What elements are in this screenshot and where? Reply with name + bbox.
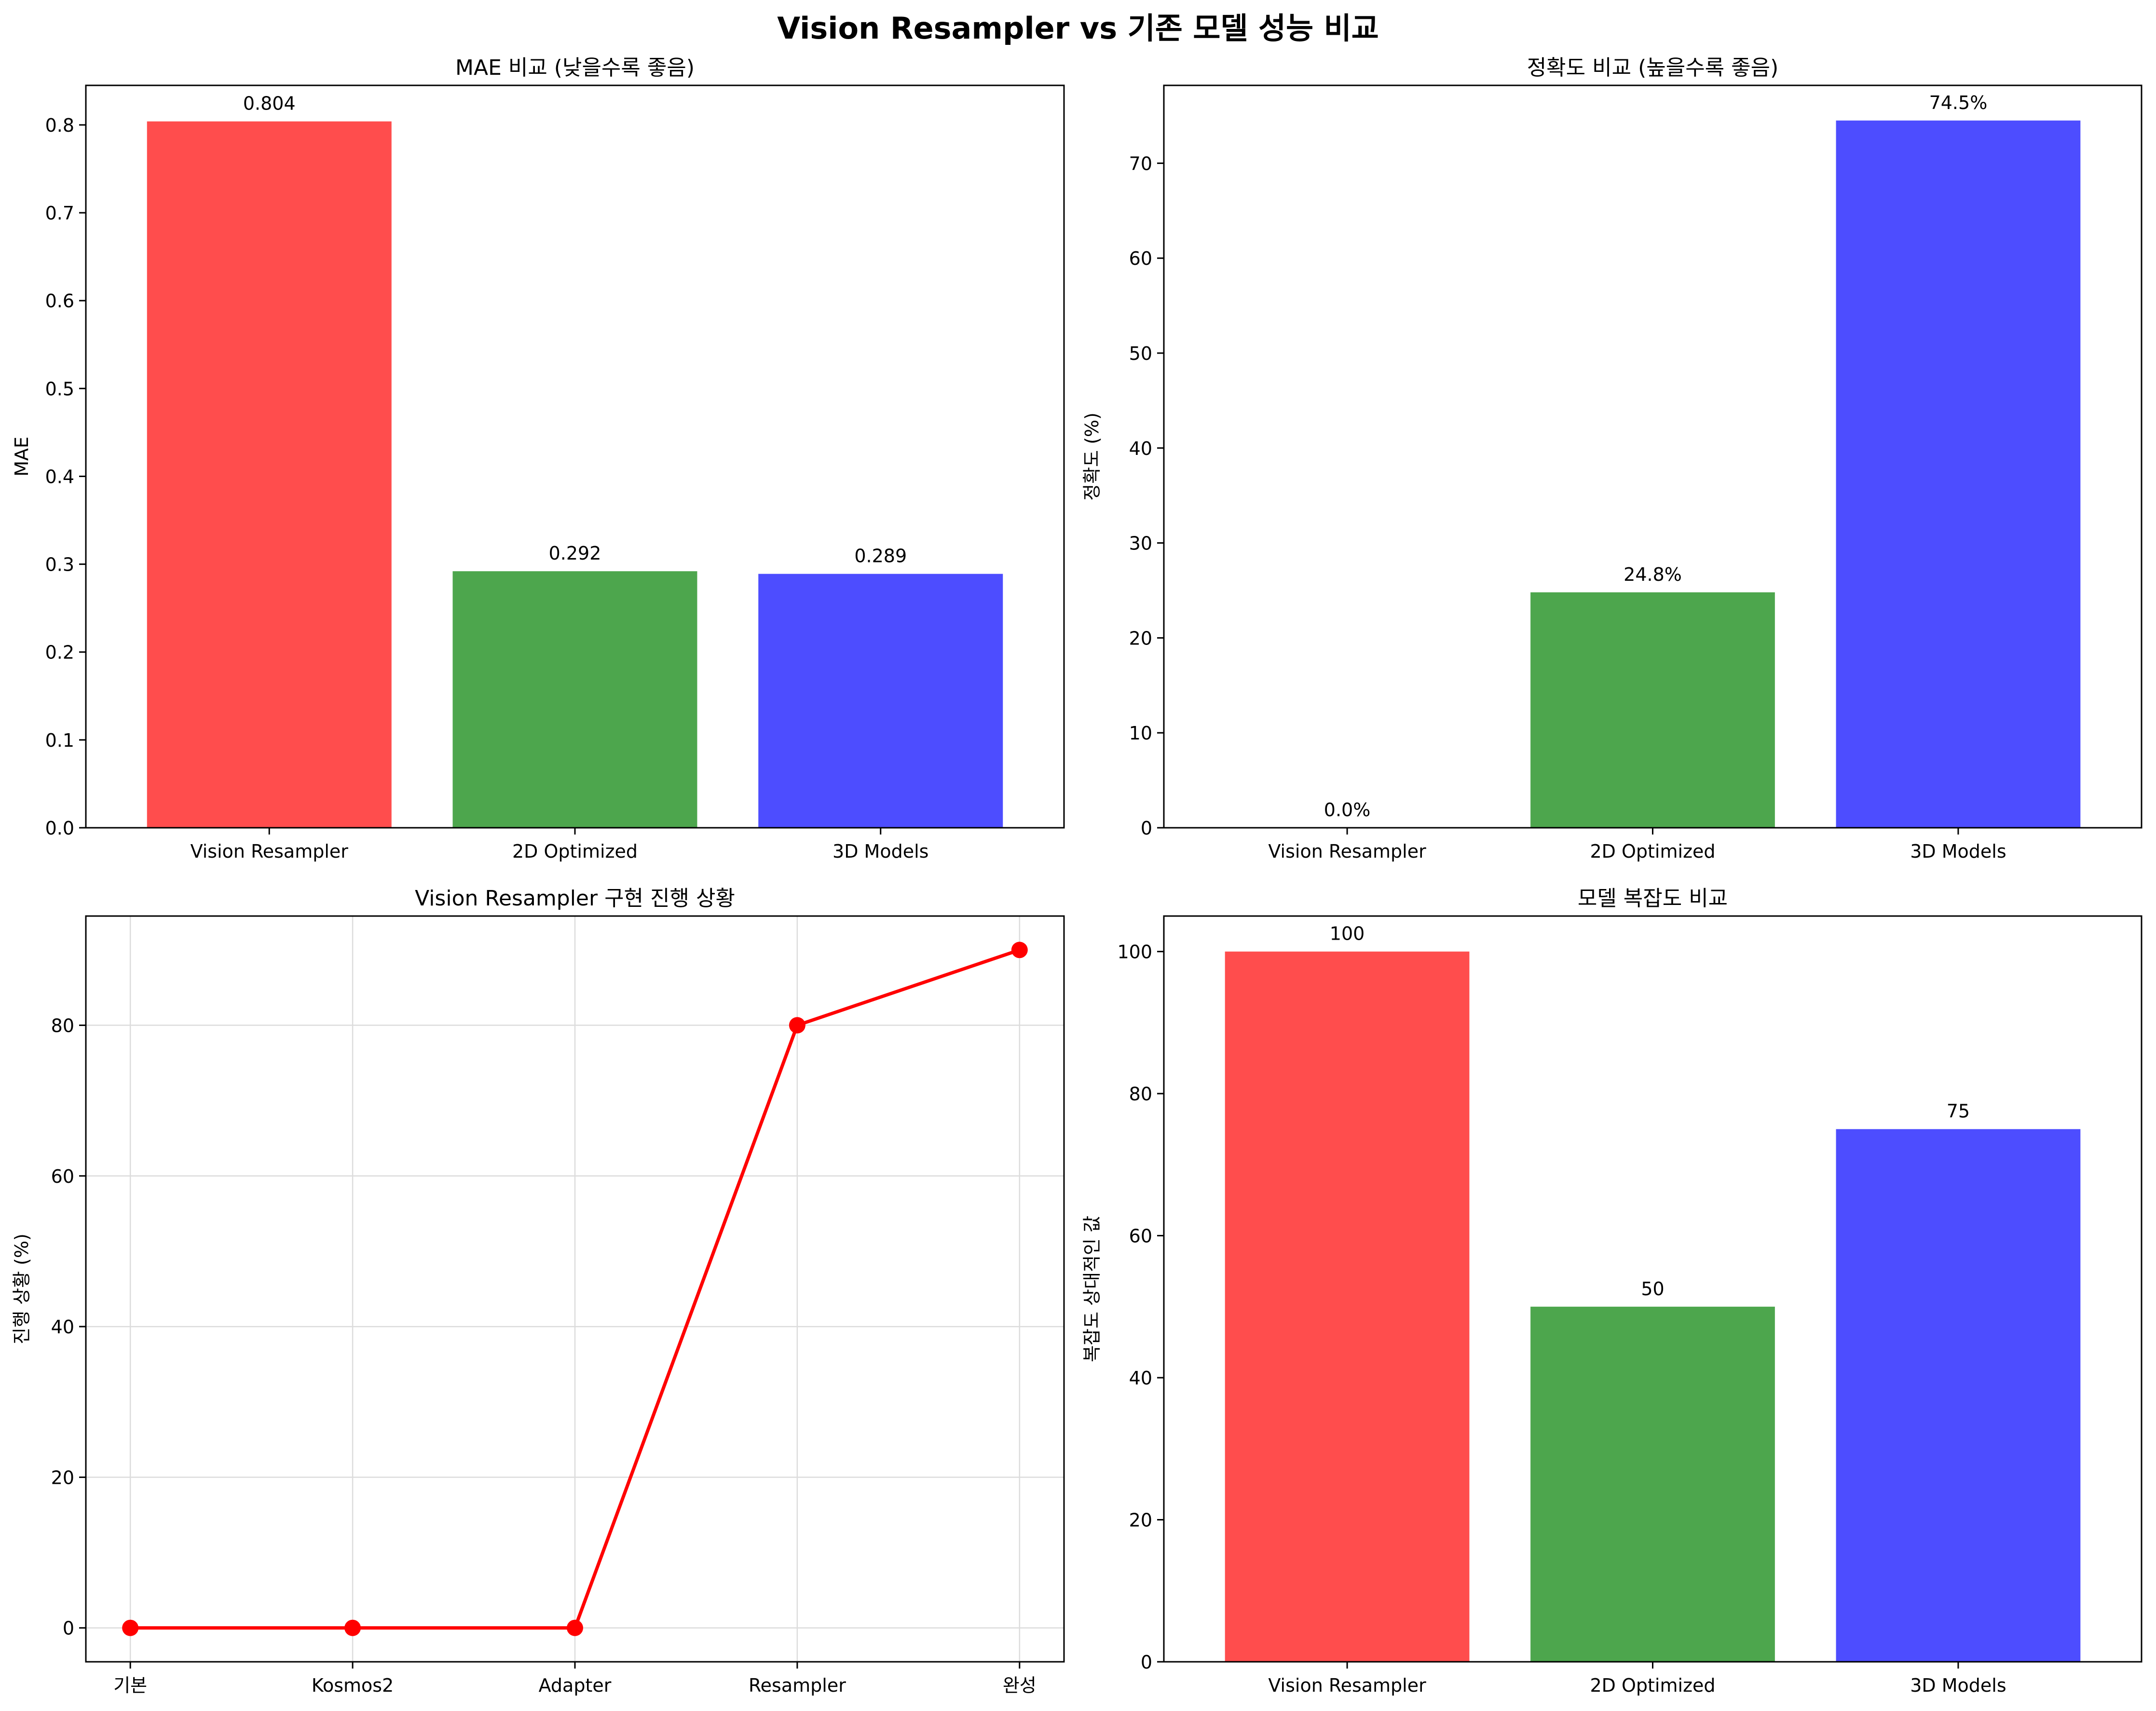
chart-3-point (789, 1017, 805, 1033)
chart-1-xtick-label: Vision Resampler (191, 841, 349, 862)
chart-3-xtick-label: 완성 (1003, 1675, 1037, 1696)
chart-4-xtick-label: 3D Models (1910, 1675, 2006, 1696)
chart-3-point (1011, 942, 1028, 958)
chart-2-xtick-label: 2D Optimized (1590, 841, 1715, 862)
chart-1-title: MAE 비교 (낮을수록 좋음) (455, 55, 695, 80)
chart-3-ytick-label: 0 (63, 1618, 74, 1639)
chart-4-ytick-label: 20 (1129, 1510, 1152, 1531)
chart-3-ylabel: 진행 상황 (%) (11, 1233, 32, 1344)
chart-1-ylabel: MAE (11, 437, 32, 477)
chart-1-bar (453, 571, 697, 828)
chart-1-value-label: 0.804 (243, 93, 296, 114)
chart-2-ytick-label: 70 (1129, 153, 1152, 174)
chart-2-title: 정확도 비교 (높을수록 좋음) (1527, 55, 1779, 80)
chart-4-bar (1836, 1129, 2081, 1662)
chart-3-xtick-label: Adapter (539, 1675, 612, 1696)
chart-2-xtick-label: Vision Resampler (1268, 841, 1426, 862)
chart-2-value-label: 24.8% (1624, 564, 1682, 585)
chart-2-value-label: 0.0% (1324, 799, 1371, 821)
chart-1-ytick-label: 0.4 (45, 466, 74, 487)
chart-1-ytick-label: 0.3 (45, 554, 74, 575)
figure-title: Vision Resampler vs 기존 모델 성능 비교 (777, 11, 1379, 46)
chart-1-bar (758, 574, 1003, 828)
chart-1-ytick-label: 0.0 (45, 818, 74, 839)
chart-1-value-label: 0.292 (549, 543, 601, 564)
chart-1-xtick-label: 3D Models (832, 841, 928, 862)
chart-3-ytick-label: 40 (51, 1316, 74, 1338)
chart-4-value-label: 100 (1330, 923, 1365, 944)
chart-3-ytick-label: 80 (51, 1015, 74, 1036)
chart-3-xtick-label: Resampler (749, 1675, 846, 1696)
chart-2-ytick-label: 20 (1129, 628, 1152, 649)
chart-3-title: Vision Resampler 구현 진행 상황 (415, 886, 735, 911)
chart-2-xtick-label: 3D Models (1910, 841, 2006, 862)
chart-3-xtick-label: 기본 (113, 1675, 147, 1696)
chart-1-bar (147, 122, 392, 828)
chart-2-ytick-label: 50 (1129, 343, 1152, 364)
chart-4-bar (1530, 1307, 1775, 1662)
chart-4-ylabel: 복잡도 상대적인 값 (1081, 1216, 1103, 1362)
chart-3-point (344, 1620, 361, 1636)
chart-3-ytick-label: 20 (51, 1467, 74, 1488)
chart-2-ytick-label: 30 (1129, 533, 1152, 554)
chart-4-ytick-label: 0 (1141, 1652, 1152, 1673)
chart-4-ytick-label: 80 (1129, 1083, 1152, 1105)
chart-2-ytick-label: 40 (1129, 438, 1152, 459)
chart-1-value-label: 0.289 (854, 546, 907, 567)
chart-3-ytick-label: 60 (51, 1166, 74, 1187)
chart-2-ytick-label: 60 (1129, 248, 1152, 269)
chart-1-ytick-label: 0.6 (45, 290, 74, 312)
chart-2-bar (1530, 592, 1775, 828)
chart-2-ytick-label: 0 (1141, 818, 1152, 839)
chart-2-bar (1836, 121, 2081, 828)
chart-1-ytick-label: 0.2 (45, 642, 74, 663)
chart-2-ytick-label: 10 (1129, 723, 1152, 744)
chart-3-point (567, 1620, 583, 1636)
chart-2-ylabel: 정확도 (%) (1081, 412, 1103, 501)
chart-1-ytick-label: 0.7 (45, 203, 74, 224)
chart-4-value-label: 75 (1947, 1101, 1970, 1122)
chart-4-ytick-label: 60 (1129, 1226, 1152, 1247)
chart-1-ytick-label: 0.1 (45, 730, 74, 751)
chart-1-xtick-label: 2D Optimized (512, 841, 638, 862)
chart-4-ytick-label: 100 (1117, 942, 1152, 963)
chart-1-ytick-label: 0.8 (45, 115, 74, 136)
chart-4-ytick-label: 40 (1129, 1368, 1152, 1389)
chart-4-xtick-label: 2D Optimized (1590, 1675, 1715, 1696)
chart-2-value-label: 74.5% (1929, 92, 1988, 113)
chart-4-value-label: 50 (1641, 1278, 1664, 1300)
chart-3-xtick-label: Kosmos2 (312, 1675, 394, 1696)
chart-3-point (122, 1620, 138, 1636)
chart-4-bar (1225, 952, 1470, 1662)
chart-4-title: 모델 복잡도 비교 (1578, 886, 1728, 911)
chart-4-xtick-label: Vision Resampler (1268, 1675, 1426, 1696)
chart-1-ytick-label: 0.5 (45, 378, 74, 399)
